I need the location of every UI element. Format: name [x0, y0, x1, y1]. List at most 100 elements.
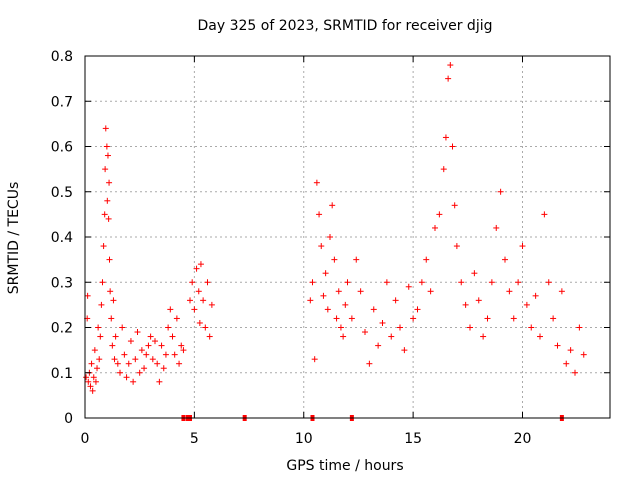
data-point	[152, 338, 158, 345]
data-point	[545, 279, 552, 286]
data-point	[475, 297, 482, 304]
data-point	[92, 378, 99, 385]
data-point	[196, 319, 203, 326]
data-point	[87, 383, 94, 390]
data-point	[189, 279, 196, 286]
data-point	[83, 374, 90, 381]
data-point	[204, 279, 211, 286]
data-point	[309, 279, 316, 286]
data-point	[91, 347, 98, 354]
data-point	[112, 333, 119, 340]
data-point	[447, 62, 454, 69]
y-tick-label: 0.4	[51, 230, 73, 246]
data-point	[169, 333, 176, 340]
data-point	[331, 256, 338, 263]
data-point	[370, 306, 377, 313]
data-point	[558, 288, 565, 295]
data-point	[102, 166, 109, 173]
y-tick-label: 0.7	[51, 94, 73, 110]
data-point	[329, 202, 336, 209]
data-point	[149, 356, 156, 363]
data-point	[423, 256, 430, 263]
data-point	[506, 288, 513, 295]
data-point	[102, 125, 109, 132]
data-point	[191, 306, 198, 313]
data-point	[156, 378, 163, 385]
data-point	[405, 283, 412, 290]
data-point	[101, 211, 108, 218]
data-point	[383, 279, 390, 286]
data-point	[173, 315, 180, 322]
data-point	[208, 301, 215, 308]
data-point	[340, 333, 347, 340]
data-point	[108, 315, 115, 322]
data-point	[537, 333, 543, 340]
data-point	[197, 261, 204, 268]
data-point	[178, 342, 185, 349]
y-tick-label: 0.2	[51, 321, 73, 337]
data-point	[104, 152, 111, 159]
data-point	[410, 315, 417, 322]
data-point	[488, 279, 495, 286]
data-point	[519, 243, 526, 250]
data-point	[563, 360, 570, 367]
data-point	[105, 215, 112, 222]
data-point	[576, 324, 583, 331]
data-point	[180, 347, 187, 354]
data-point	[580, 351, 587, 358]
data-point	[307, 297, 314, 304]
data-point	[379, 319, 386, 326]
data-point	[167, 306, 174, 313]
data-point	[127, 338, 134, 345]
data-point	[130, 378, 137, 385]
data-point	[432, 224, 438, 231]
data-point	[333, 315, 340, 322]
grid	[85, 56, 610, 418]
data-point	[104, 197, 111, 204]
data-point	[171, 351, 178, 358]
data-point	[353, 256, 360, 263]
data-point	[344, 279, 351, 286]
data-point	[109, 342, 116, 349]
data-point	[143, 351, 150, 358]
data-point	[195, 288, 202, 295]
x-tick-label: 5	[190, 431, 199, 447]
data-point	[362, 329, 368, 336]
data-point	[327, 234, 333, 240]
data-point	[97, 333, 104, 340]
y-tick-label: 0.1	[51, 366, 73, 382]
data-point	[206, 333, 213, 340]
data-point	[510, 315, 517, 322]
x-tick-label: 20	[514, 431, 532, 447]
data-point	[141, 365, 148, 372]
data-point	[528, 324, 535, 331]
data-point	[96, 356, 103, 363]
y-tick-label: 0.6	[51, 140, 73, 156]
chart-title: Day 325 of 2023, SRMTID for receiver dji…	[198, 18, 493, 34]
data-point	[88, 360, 95, 367]
y-tick-label: 0	[64, 411, 73, 427]
x-axis-label: GPS time / hours	[286, 458, 403, 474]
x-tick-label: 0	[81, 431, 90, 447]
x-tick-label: 15	[404, 431, 422, 447]
data-point	[162, 351, 169, 358]
data-point	[187, 297, 193, 304]
data-point	[176, 360, 183, 367]
data-point	[449, 143, 456, 150]
data-point	[165, 324, 172, 331]
y-tick-label: 0.3	[51, 275, 73, 291]
data-point	[515, 279, 522, 286]
data-point	[458, 279, 465, 286]
data-point	[484, 315, 491, 322]
data-point	[467, 324, 473, 331]
data-point	[418, 279, 425, 286]
data-point	[554, 342, 561, 349]
data-point	[427, 288, 434, 295]
data-point	[342, 301, 349, 308]
data-point	[541, 211, 548, 218]
data-point	[121, 351, 128, 358]
data-point	[388, 333, 395, 340]
data-point	[497, 188, 504, 195]
data-point	[117, 369, 123, 376]
